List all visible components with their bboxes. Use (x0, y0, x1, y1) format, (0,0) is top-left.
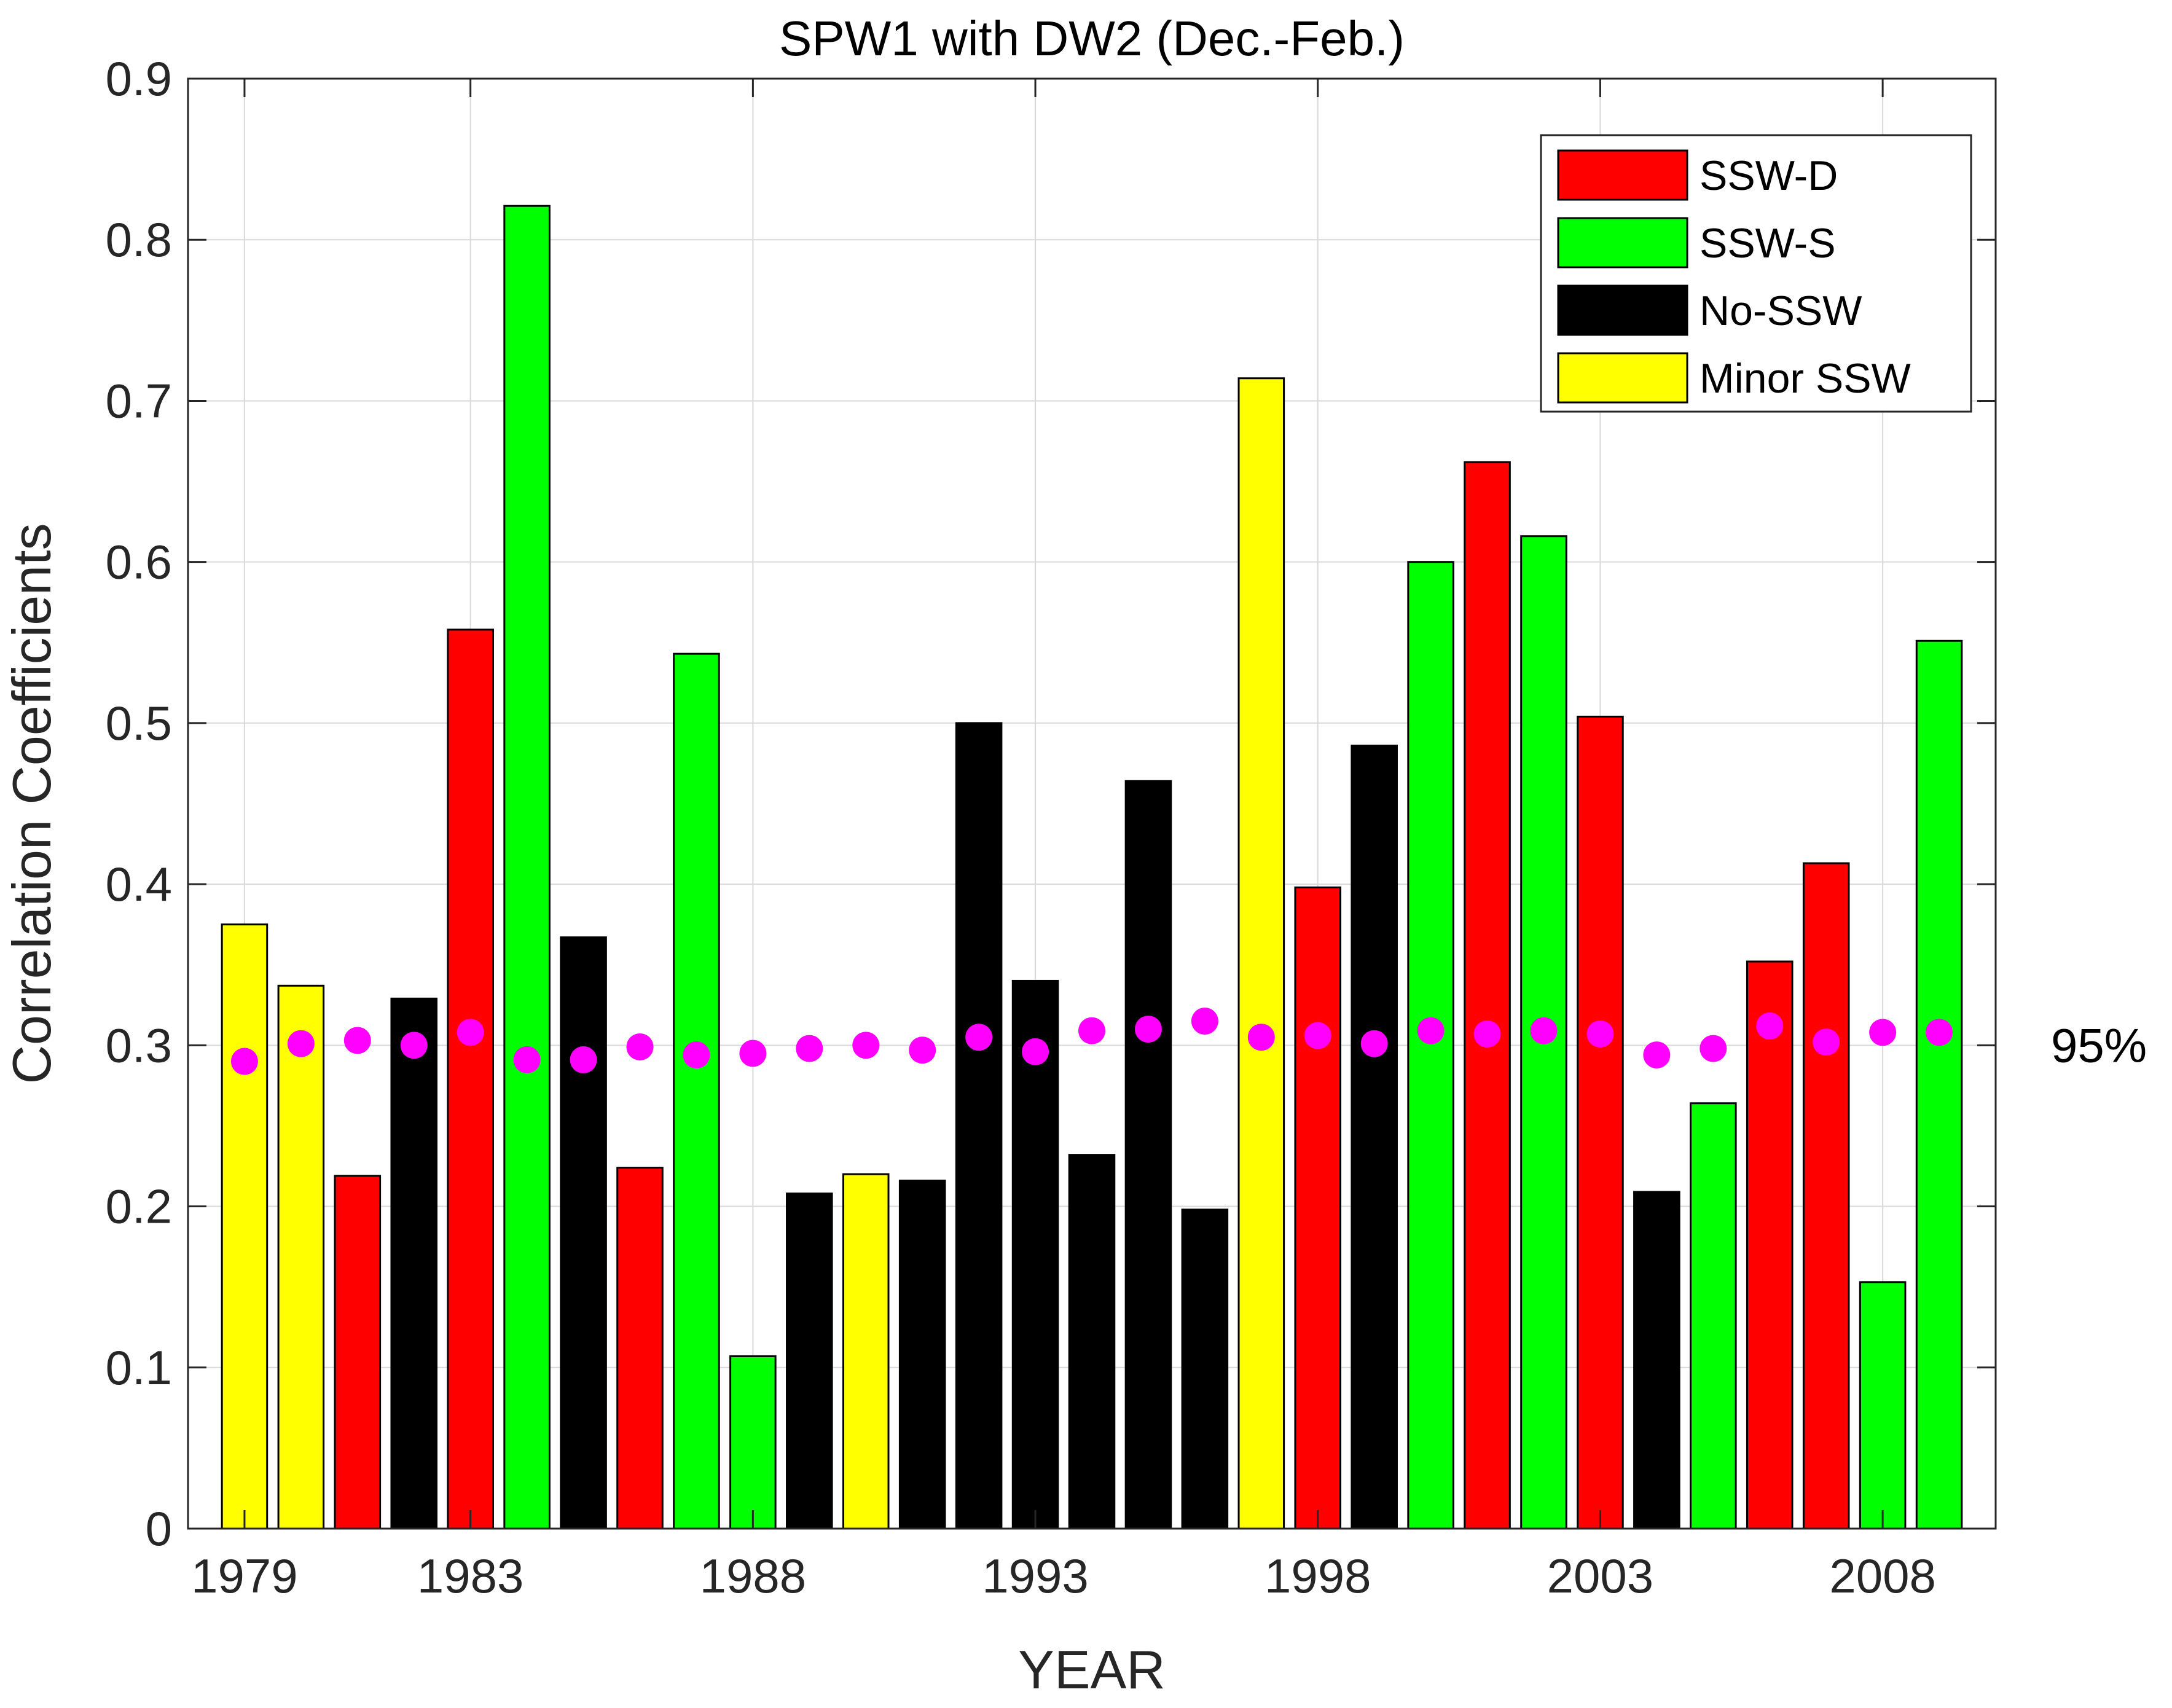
significance-dot-2003 (1586, 1020, 1614, 1048)
bar-1984 (503, 205, 551, 1530)
y-tick-label: 0.9 (106, 52, 172, 106)
bar-layer (221, 205, 1963, 1530)
legend-swatch (1557, 149, 1688, 201)
bar-1986 (616, 1167, 664, 1530)
significance-dot-1982 (400, 1032, 428, 1059)
bar-1982 (390, 997, 438, 1530)
bar-1990 (842, 1173, 890, 1530)
significance-label: 95% (2051, 1018, 2147, 1072)
bar-1995 (1124, 780, 1172, 1530)
significance-dot-1981 (343, 1027, 371, 1054)
bar-1992 (955, 722, 1003, 1530)
significance-dot-1992 (965, 1024, 993, 1051)
bar-1991 (898, 1180, 946, 1530)
legend-label: SSW-D (1700, 152, 1838, 199)
legend-swatch (1557, 284, 1688, 336)
x-tick-label: 1988 (700, 1549, 807, 1603)
significance-dot-1985 (570, 1046, 597, 1073)
significance-dot-2001 (1473, 1020, 1501, 1048)
bar-2003 (1577, 715, 1624, 1530)
significance-dot-1999 (1360, 1030, 1388, 1057)
significance-dot-1987 (683, 1041, 710, 1069)
bar-1979 (221, 923, 269, 1530)
bar-1998 (1294, 886, 1342, 1530)
significance-dot-2004 (1643, 1041, 1671, 1069)
significance-dot-2008 (1869, 1019, 1897, 1046)
significance-dot-1983 (457, 1019, 484, 1046)
significance-dot-1991 (909, 1036, 936, 1064)
y-tick-label: 0.4 (106, 857, 172, 911)
significance-dot-1979 (230, 1048, 258, 1075)
y-axis-title: Correlation Coefficients (1, 523, 62, 1084)
y-tick-label: 0.6 (106, 535, 172, 589)
significance-dot-1989 (796, 1035, 823, 1062)
legend-label: No-SSW (1700, 288, 1862, 334)
tick-layer (188, 77, 1996, 1530)
bar-1993 (1011, 979, 1059, 1530)
legend: SSW-D SSW-S No-SSW Minor SSW (1540, 134, 1972, 413)
x-tick-label: 2003 (1547, 1549, 1654, 1603)
legend-swatch (1557, 352, 1688, 404)
bar-1997 (1237, 377, 1285, 1530)
bar-2005 (1690, 1102, 1737, 1530)
y-tick-label: 0.2 (106, 1180, 172, 1234)
chart-title: SPW1 with DW2 (Dec.-Feb.) (779, 11, 1405, 66)
x-tick-label: 2008 (1829, 1549, 1936, 1603)
x-tick-label: 1998 (1264, 1549, 1371, 1603)
bar-2006 (1746, 960, 1794, 1530)
bar-2001 (1464, 461, 1511, 1530)
significance-dot-1980 (287, 1030, 315, 1057)
bar-2000 (1407, 561, 1454, 1530)
significance-dot-2007 (1813, 1028, 1840, 1056)
significance-dot-2006 (1756, 1012, 1784, 1040)
significance-dot-2005 (1700, 1035, 1727, 1062)
bar-2004 (1633, 1191, 1680, 1530)
bar-1987 (673, 652, 720, 1530)
y-tick-label: 0.8 (106, 213, 172, 267)
significance-layer (230, 1008, 1953, 1075)
y-tick-label: 0.1 (106, 1341, 172, 1395)
significance-dot-1990 (852, 1032, 880, 1059)
bar-1981 (334, 1175, 382, 1530)
significance-dot-2002 (1530, 1017, 1558, 1044)
bar-2008 (1859, 1281, 1907, 1530)
legend-label: SSW-S (1700, 220, 1836, 267)
legend-swatch (1557, 217, 1688, 268)
bar-1989 (786, 1193, 833, 1530)
y-tick-label: 0 (146, 1502, 172, 1556)
bar-1999 (1351, 745, 1398, 1530)
bar-1988 (729, 1355, 777, 1530)
significance-dot-2009 (1926, 1019, 1953, 1046)
bar-1994 (1068, 1154, 1116, 1530)
significance-dot-1998 (1304, 1022, 1331, 1049)
significance-dot-1994 (1078, 1017, 1105, 1044)
significance-dot-1995 (1134, 1016, 1162, 1043)
significance-dot-2000 (1417, 1017, 1445, 1044)
y-tick-label: 0.7 (106, 374, 172, 428)
bar-2009 (1915, 640, 1963, 1530)
x-tick-label: 1993 (982, 1549, 1089, 1603)
bar-1980 (277, 984, 325, 1530)
plot-area-frame (187, 77, 1997, 1530)
significance-dot-1988 (739, 1040, 767, 1067)
significance-dot-1997 (1247, 1024, 1275, 1051)
significance-dot-1986 (626, 1033, 654, 1060)
y-tick-label: 0.5 (106, 696, 172, 750)
y-tick-label: 0.3 (106, 1018, 172, 1072)
significance-dot-1984 (513, 1046, 541, 1073)
tick-label-layer: 0 0.1 0.2 0.3 0.4 0.5 0.6 0.7 0.8 0.9 1979 1983 1988… (106, 52, 1936, 1603)
x-axis-title: YEAR (1018, 1639, 1166, 1700)
bar-2007 (1802, 862, 1850, 1530)
legend-label: Minor SSW (1700, 355, 1911, 402)
x-tick-label: 1979 (191, 1549, 298, 1603)
x-tick-label: 1983 (417, 1549, 524, 1603)
bar-1985 (560, 936, 607, 1530)
significance-dot-1996 (1191, 1008, 1218, 1035)
significance-dot-1993 (1022, 1038, 1049, 1065)
bar-1996 (1181, 1209, 1229, 1530)
bar-1983 (447, 629, 494, 1530)
